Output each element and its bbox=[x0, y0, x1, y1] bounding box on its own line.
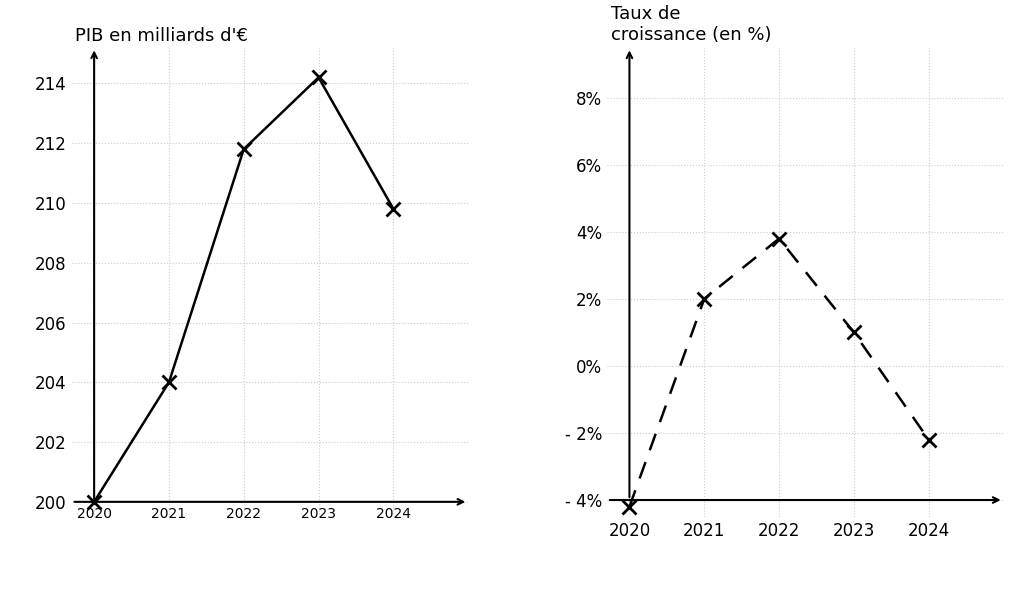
Text: PIB en milliards d'€: PIB en milliards d'€ bbox=[76, 27, 249, 45]
Text: Taux de
croissance (en %): Taux de croissance (en %) bbox=[610, 5, 771, 44]
